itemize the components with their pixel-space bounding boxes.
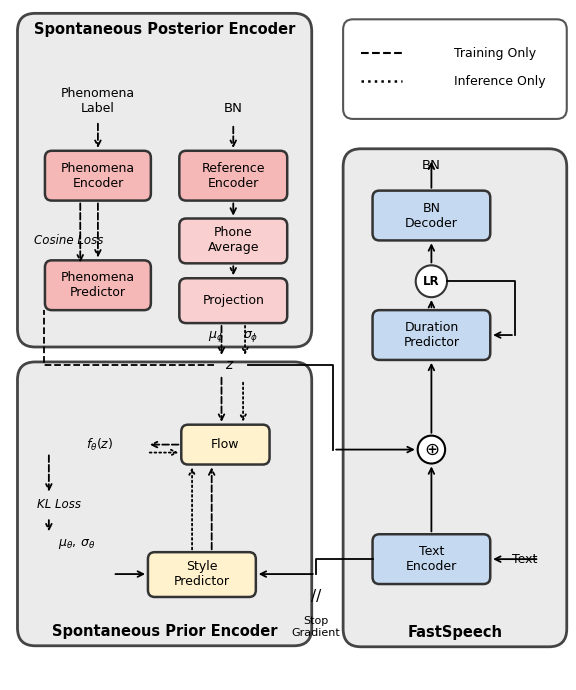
- Text: $f_\theta(z)$: $f_\theta(z)$: [86, 437, 113, 453]
- Text: Cosine Loss: Cosine Loss: [34, 234, 103, 247]
- Text: $\mu_\phi$: $\mu_\phi$: [208, 328, 223, 344]
- Text: FastSpeech: FastSpeech: [407, 625, 502, 640]
- Text: Spontaneous Posterior Encoder: Spontaneous Posterior Encoder: [34, 22, 295, 37]
- Text: Spontaneous Prior Encoder: Spontaneous Prior Encoder: [52, 624, 278, 640]
- Text: $\sigma_\phi$: $\sigma_\phi$: [243, 328, 259, 344]
- Text: Phone
Average: Phone Average: [207, 226, 259, 255]
- Text: Inference Only: Inference Only: [454, 75, 545, 88]
- Text: BN: BN: [224, 102, 242, 115]
- FancyBboxPatch shape: [373, 534, 490, 584]
- Text: Phenomena
Label: Phenomena Label: [61, 87, 135, 115]
- Text: Text: Text: [512, 553, 537, 566]
- Text: BN: BN: [422, 159, 441, 172]
- Text: //: //: [310, 589, 321, 604]
- Text: z: z: [225, 358, 232, 372]
- FancyBboxPatch shape: [181, 424, 270, 464]
- Text: Phenomena
Predictor: Phenomena Predictor: [61, 271, 135, 299]
- FancyBboxPatch shape: [179, 278, 287, 323]
- Text: Stop
Gradient: Stop Gradient: [291, 616, 340, 638]
- FancyBboxPatch shape: [45, 260, 151, 310]
- Text: Text
Encoder: Text Encoder: [406, 545, 457, 573]
- FancyBboxPatch shape: [373, 310, 490, 360]
- Text: Training Only: Training Only: [454, 47, 536, 59]
- Circle shape: [418, 435, 445, 464]
- Text: LR: LR: [423, 275, 439, 288]
- FancyBboxPatch shape: [17, 13, 312, 347]
- Text: Reference
Encoder: Reference Encoder: [202, 161, 265, 190]
- FancyBboxPatch shape: [17, 362, 312, 646]
- Text: Duration
Predictor: Duration Predictor: [403, 321, 460, 349]
- FancyBboxPatch shape: [179, 219, 287, 264]
- FancyBboxPatch shape: [179, 151, 287, 201]
- Text: Flow: Flow: [211, 438, 240, 451]
- Text: Projection: Projection: [202, 294, 264, 306]
- FancyBboxPatch shape: [148, 552, 256, 597]
- Circle shape: [416, 266, 447, 297]
- Text: BN
Decoder: BN Decoder: [405, 201, 458, 230]
- FancyBboxPatch shape: [343, 149, 567, 647]
- FancyBboxPatch shape: [343, 19, 567, 119]
- Text: Style
Predictor: Style Predictor: [174, 560, 230, 588]
- FancyBboxPatch shape: [45, 151, 151, 201]
- Text: $\oplus$: $\oplus$: [424, 441, 439, 459]
- Text: $\mu_\theta,\,\sigma_\theta$: $\mu_\theta,\,\sigma_\theta$: [58, 538, 95, 551]
- FancyBboxPatch shape: [373, 190, 490, 240]
- Text: Phenomena
Encoder: Phenomena Encoder: [61, 161, 135, 190]
- Text: KL Loss: KL Loss: [37, 498, 81, 511]
